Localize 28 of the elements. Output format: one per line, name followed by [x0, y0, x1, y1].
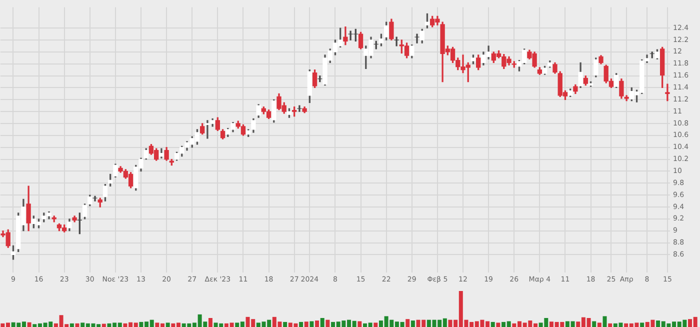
bar: [358, 321, 362, 327]
bar: [27, 322, 32, 327]
bar: [320, 318, 324, 327]
bar: [602, 316, 607, 327]
bar: [70, 323, 74, 327]
bar: [283, 322, 288, 327]
candlestick: [92, 196, 98, 202]
bar: [640, 322, 644, 327]
bar: [326, 320, 330, 327]
candlestick: [394, 36, 399, 46]
bar: [310, 321, 314, 327]
candlestick: [665, 84, 670, 102]
candlestick: [414, 34, 420, 44]
bar: [410, 320, 415, 327]
bar: [299, 322, 304, 327]
bar: [102, 324, 106, 327]
bar: [406, 319, 410, 327]
bar: [592, 321, 596, 327]
bar: [208, 318, 212, 327]
bar: [597, 322, 602, 327]
bar: [304, 322, 308, 327]
bar: [608, 323, 612, 327]
bar: [490, 322, 495, 327]
bar: [374, 322, 378, 327]
bar: [75, 323, 80, 327]
bar: [315, 320, 320, 327]
bar: [496, 322, 500, 327]
bar: [166, 322, 170, 327]
